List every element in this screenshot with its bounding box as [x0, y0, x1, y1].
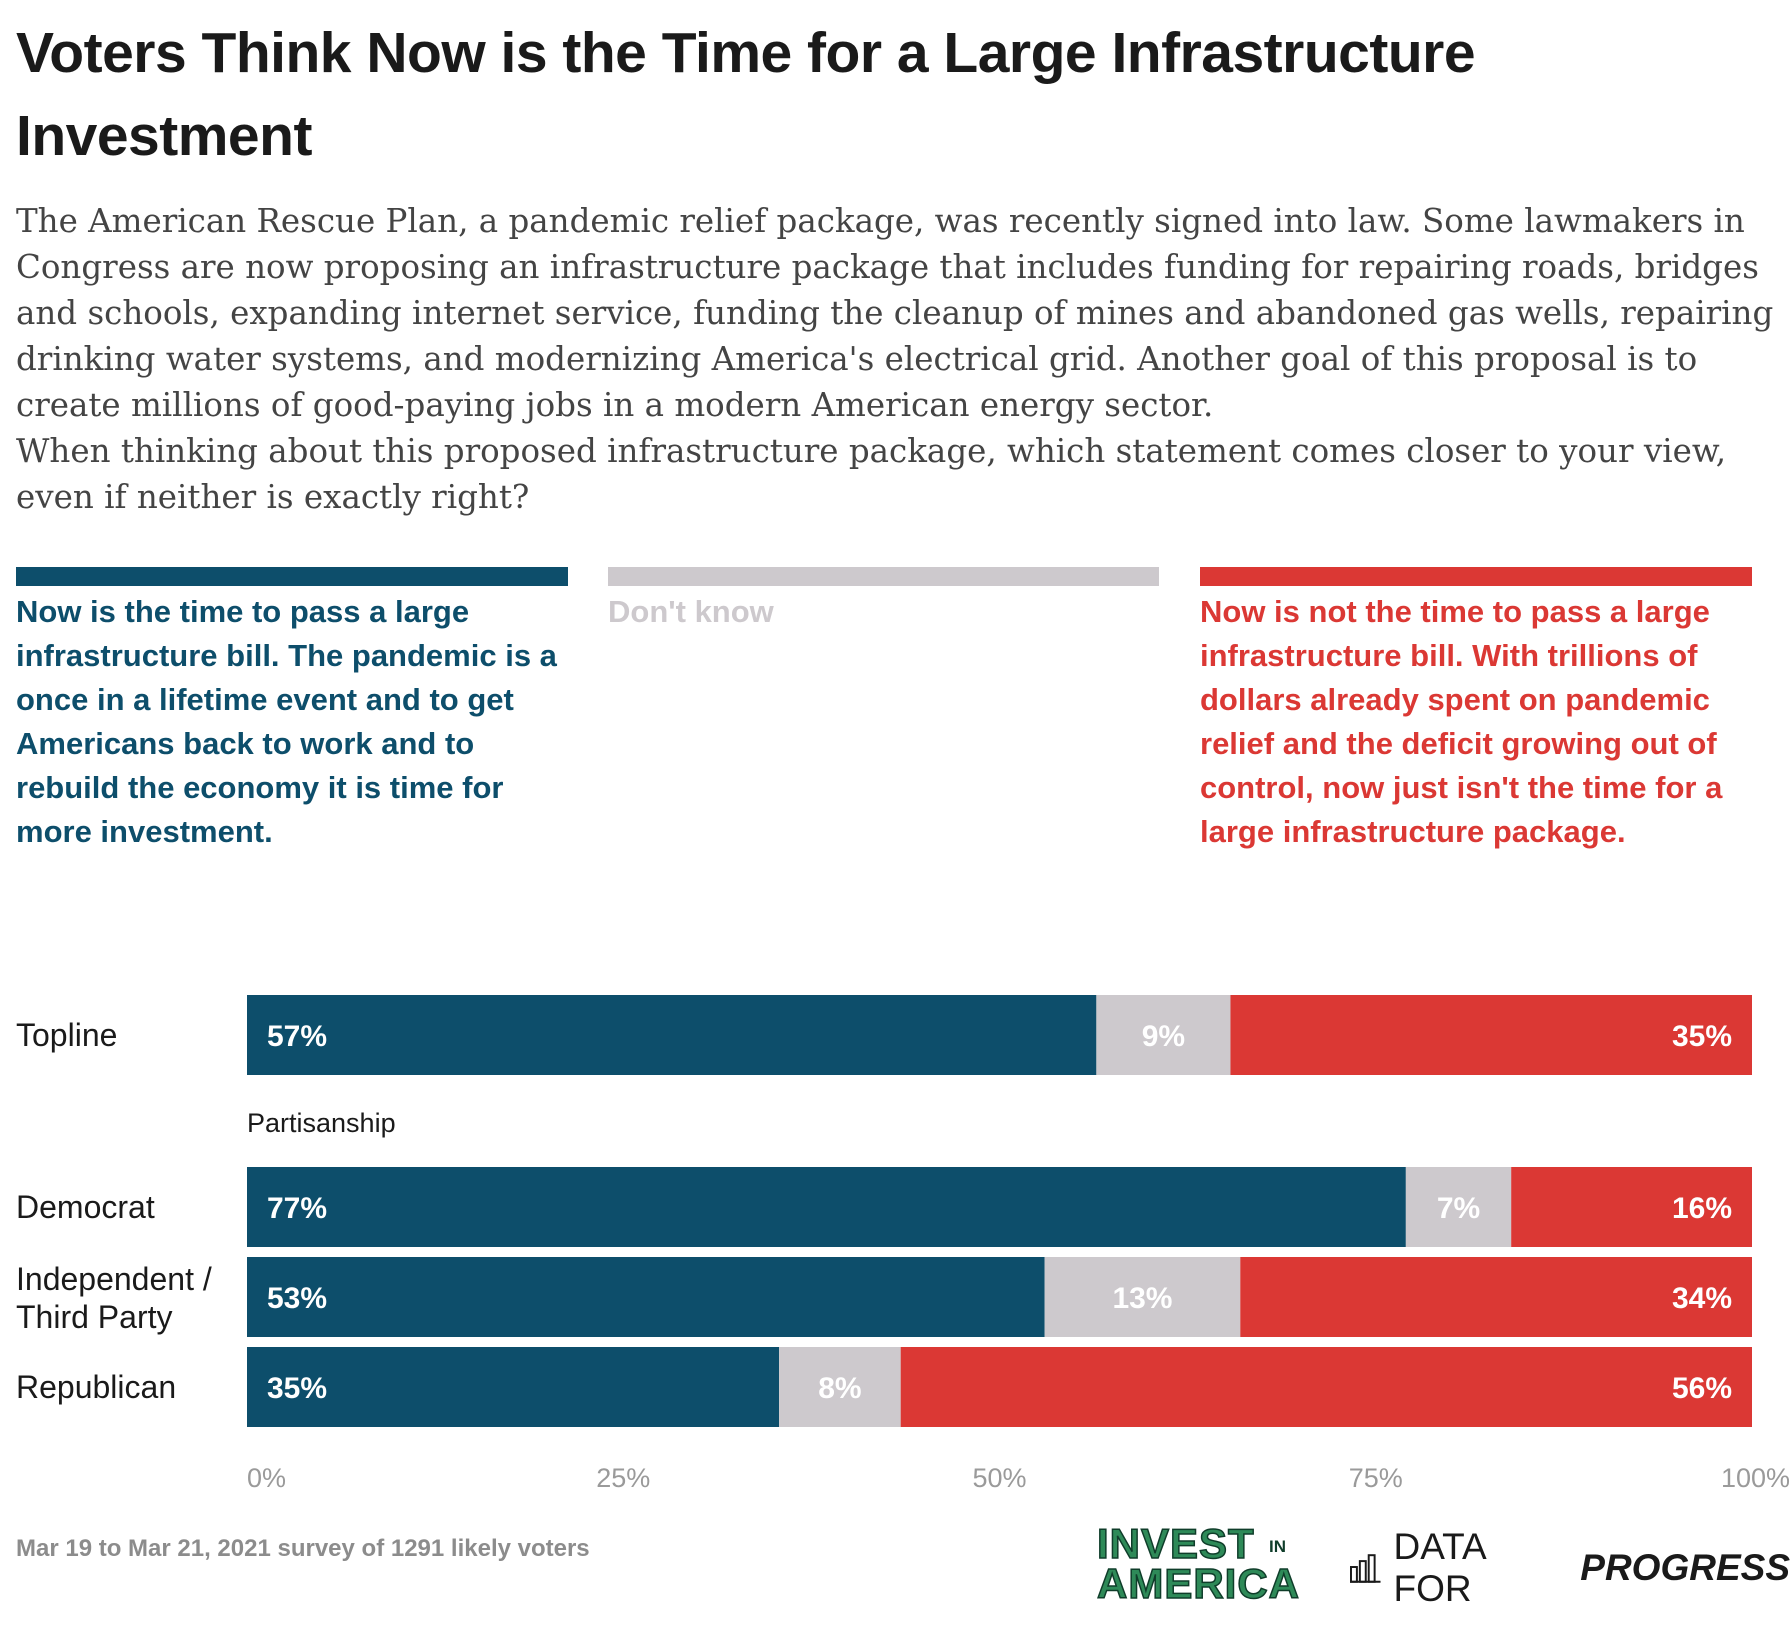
bar-label-republican-dont-know: 8%	[818, 1372, 861, 1405]
logo-in-word: IN	[1269, 1537, 1286, 1556]
legend-text-now: Now is the time to pass a large infrastr…	[16, 594, 557, 849]
bar-label-republican-now: 35%	[267, 1372, 327, 1405]
bar-topline-now	[247, 995, 1097, 1075]
chart-title: Voters Think Now is the Time for a Large…	[16, 21, 1476, 168]
data-for-progress-logo: DATA FOR PROGRESS	[1350, 1526, 1790, 1609]
row-label-independent: Independent / Third Party	[16, 1261, 212, 1335]
legend-swatch-dont-know	[608, 567, 1159, 586]
logo-progress-text: PROGRESS	[1580, 1547, 1790, 1588]
subtitle-paragraph-2: When thinking about this proposed infras…	[16, 432, 1727, 516]
bar-label-independent-now: 53%	[267, 1282, 327, 1315]
bar-republican-dont-know	[779, 1347, 901, 1427]
bar-democrat-dont-know	[1405, 1167, 1512, 1247]
logo-invest-word: INVEST	[1096, 1520, 1255, 1567]
x-tick-label: 0%	[247, 1463, 286, 1493]
legend-text-not-now: Now is not the time to pass a large infr…	[1200, 594, 1723, 849]
bar-label-topline-not-now: 35%	[1672, 1020, 1732, 1053]
bar-label-democrat-not-now: 16%	[1672, 1192, 1732, 1225]
x-tick-label: 75%	[1349, 1463, 1403, 1493]
bar-independent-now	[247, 1257, 1045, 1337]
bar-topline-not-now	[1230, 995, 1752, 1075]
bar-independent-not-now	[1240, 1257, 1752, 1337]
bar-republican-now	[247, 1347, 780, 1427]
legend-swatch-now	[16, 567, 568, 586]
bar-democrat-not-now	[1511, 1167, 1752, 1247]
bar-topline-dont-know	[1096, 995, 1231, 1075]
bar-label-topline-now: 57%	[267, 1020, 327, 1053]
x-tick-label: 100%	[1721, 1463, 1790, 1493]
bar-label-topline-dont-know: 9%	[1142, 1020, 1185, 1053]
row-label-topline: Topline	[16, 1017, 118, 1053]
bar-label-independent-not-now: 34%	[1672, 1282, 1732, 1315]
logo-data-for-text: DATA FOR	[1393, 1526, 1485, 1609]
x-tick-label: 25%	[596, 1463, 650, 1493]
bar-label-republican-not-now: 56%	[1672, 1372, 1732, 1405]
bar-label-democrat-dont-know: 7%	[1437, 1192, 1480, 1225]
invest-in-america-logo: INVEST IN AMERICA	[1096, 1520, 1312, 1607]
legend-text-dont-know: Don't know	[608, 594, 774, 629]
group-label-partisanship: Partisanship	[247, 1108, 396, 1138]
row-label-democrat: Democrat	[16, 1189, 155, 1225]
legend-swatch-not-now	[1200, 567, 1752, 586]
row-label-republican: Republican	[16, 1369, 177, 1405]
logo-america-word: AMERICA	[1096, 1560, 1300, 1607]
survey-footnote: Mar 19 to Mar 21, 2021 survey of 1291 li…	[16, 1535, 590, 1562]
bar-democrat-now	[247, 1167, 1406, 1247]
bar-independent-dont-know	[1044, 1257, 1241, 1337]
x-tick-label: 50%	[972, 1463, 1026, 1493]
bar-chart-icon	[1350, 1554, 1381, 1583]
bar-label-independent-dont-know: 13%	[1112, 1282, 1172, 1315]
bar-republican-not-now	[900, 1347, 1752, 1427]
bar-label-democrat-now: 77%	[267, 1192, 327, 1225]
subtitle-paragraph-1: The American Rescue Plan, a pandemic rel…	[16, 202, 1774, 424]
chart-subtitle: The American Rescue Plan, a pandemic rel…	[16, 198, 1776, 520]
